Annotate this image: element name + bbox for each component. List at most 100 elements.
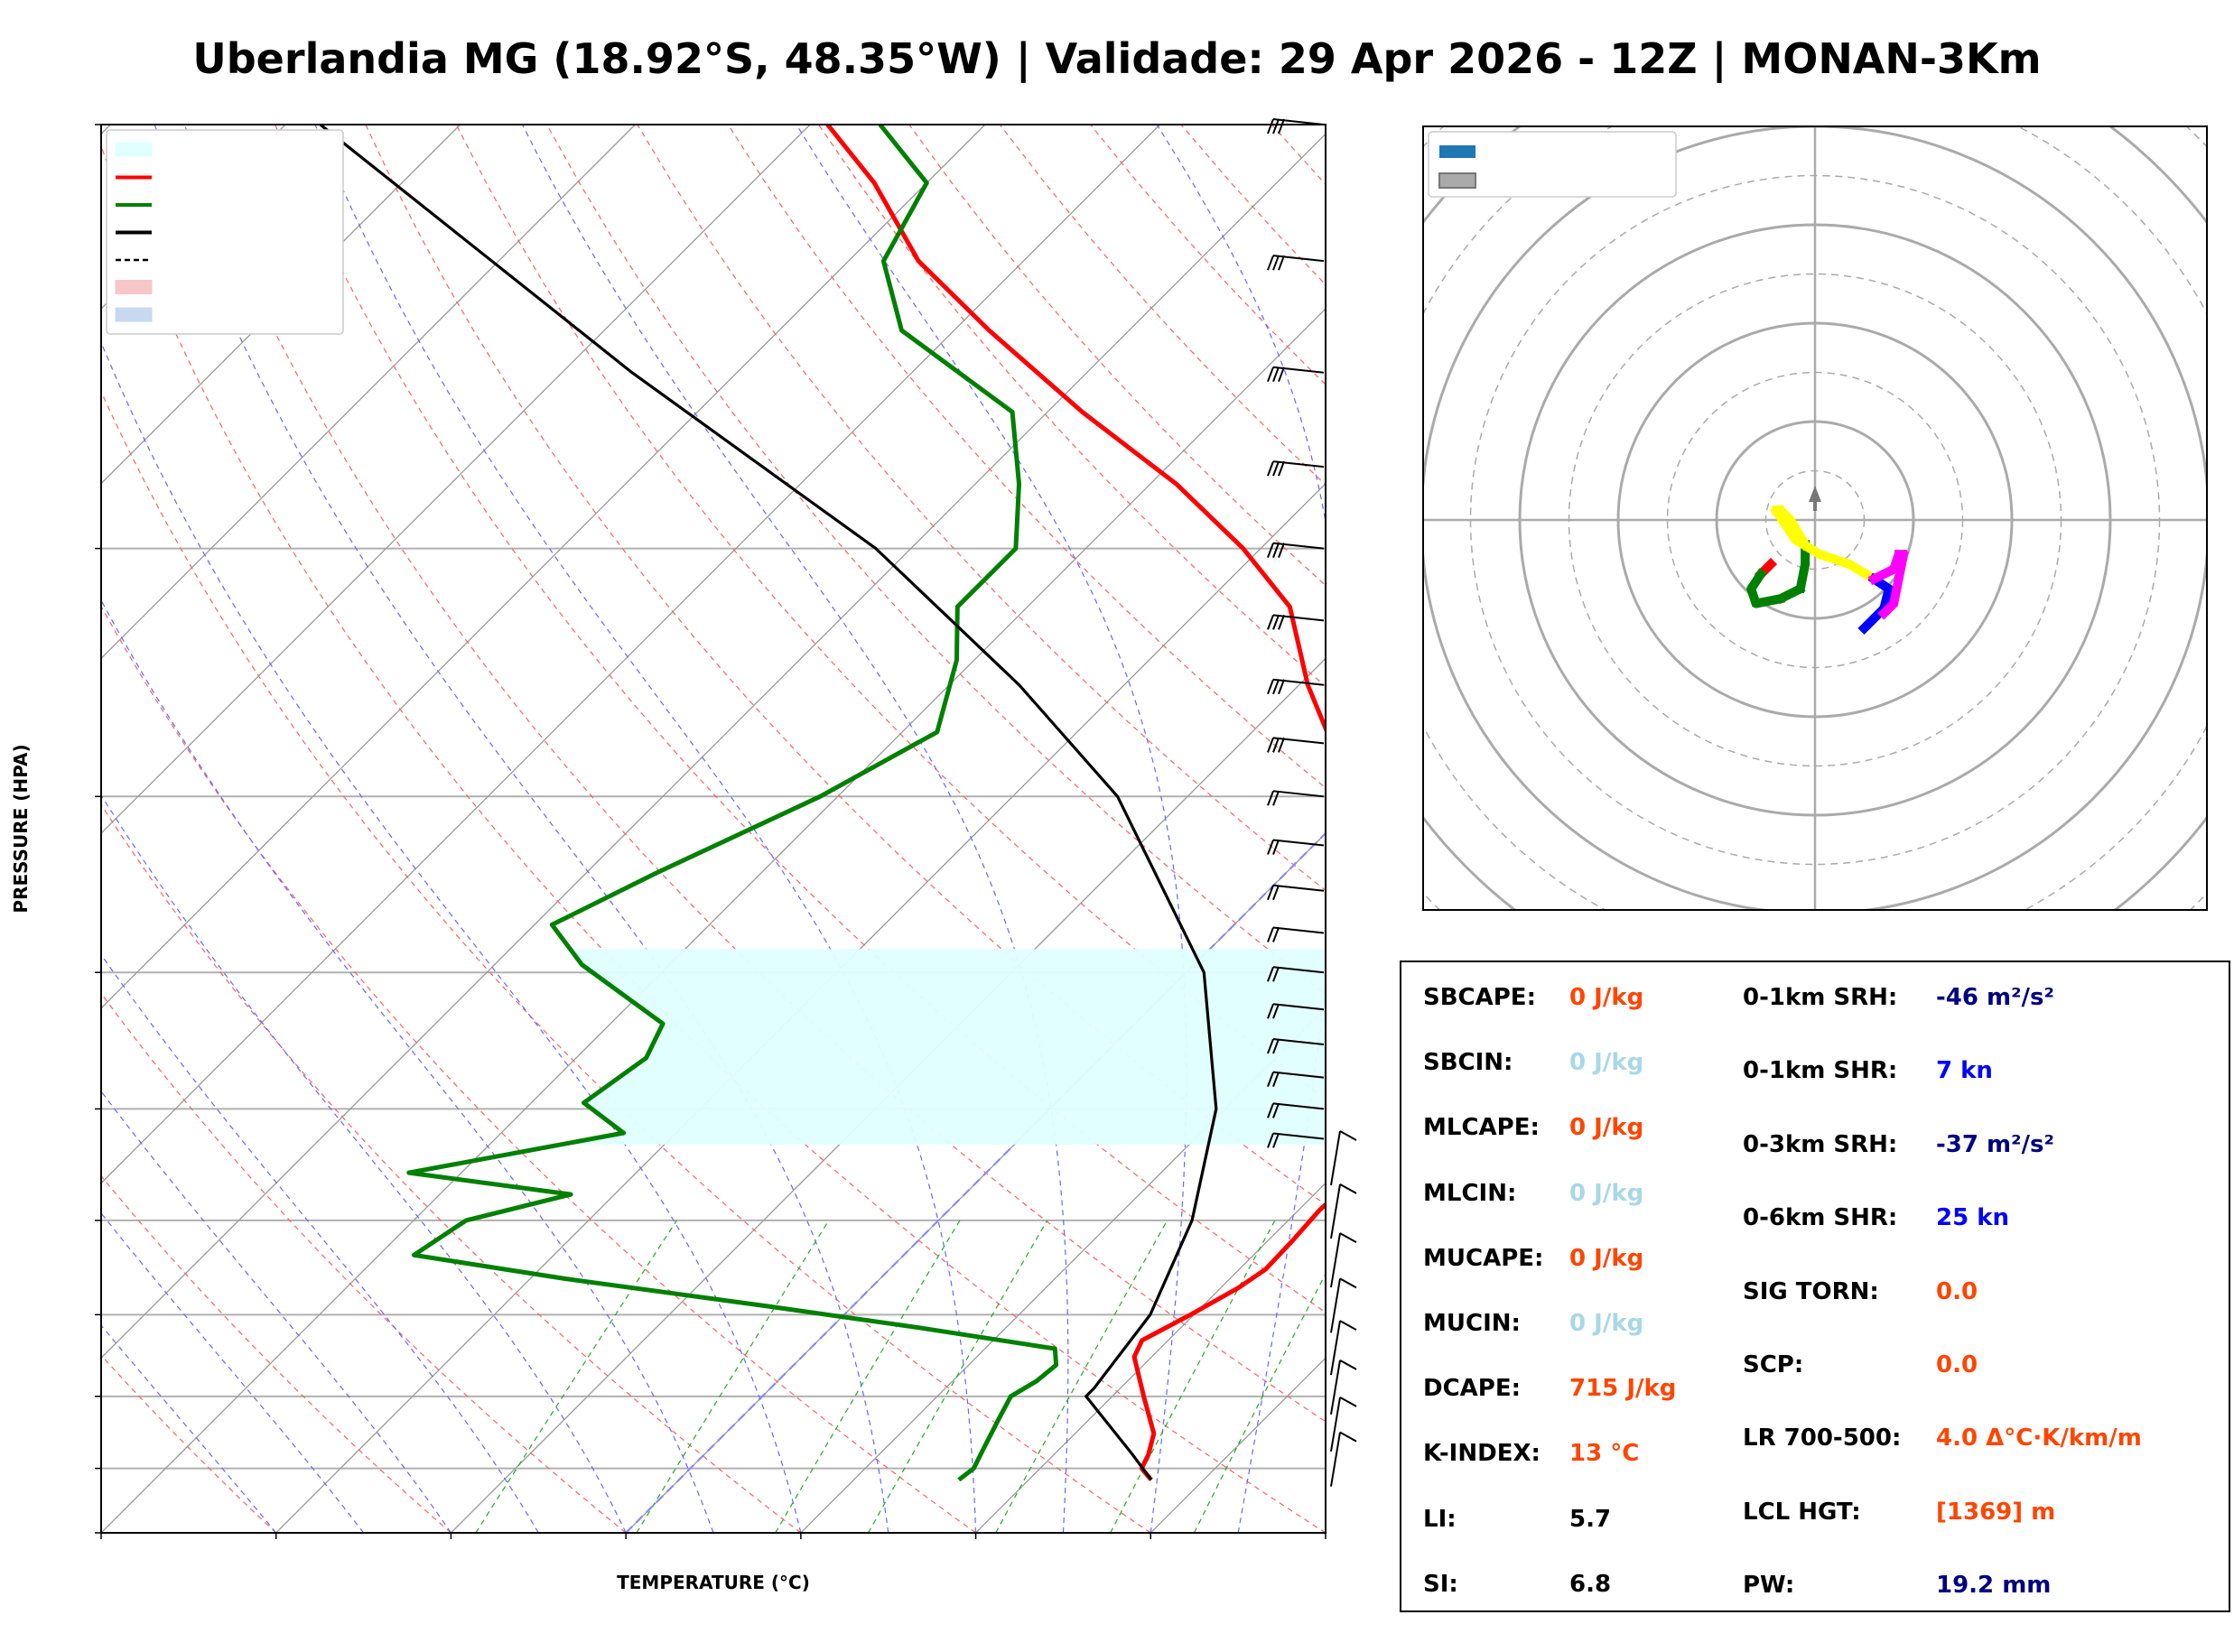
wind-barb: [1330, 1130, 1357, 1186]
moist-adiabat-line: [314, 125, 977, 1533]
wind-barb-staff: [1272, 255, 1325, 263]
wind-barb-flag: [1267, 679, 1274, 695]
wind-barb-flag: [1272, 1072, 1280, 1087]
index-value: 4.0 Δ°C·K/km/m: [1936, 1425, 2142, 1452]
wind-barb-flag: [1267, 1072, 1274, 1087]
hodograph-segment: [1867, 550, 1909, 620]
index-label: SIG TORN:: [1743, 1277, 1879, 1305]
index-label: 0-1km SHR:: [1743, 1057, 1898, 1085]
index-value: 0 J/kg: [1569, 984, 1644, 1011]
legend-swatch: [1439, 145, 1475, 158]
wind-barb: [1330, 1397, 1357, 1452]
isotherm-line: [975, 1182, 1326, 1533]
wind-barb-staff: [1272, 118, 1325, 125]
wind-barb: [1267, 884, 1325, 901]
wind-barb-flag: [1272, 543, 1280, 558]
wind-barb-staff: [1272, 1003, 1325, 1011]
wind-barb: [1267, 255, 1325, 271]
wind-barb: [1267, 839, 1325, 855]
wind-barb-flag: [1272, 927, 1280, 942]
isotherm-line: [101, 125, 1161, 1184]
dry-adiabat-line: [101, 390, 1151, 1533]
dry-adiabat-line: [101, 1354, 277, 1533]
dry-adiabat-line: [101, 605, 976, 1533]
index-label: MLCIN:: [1423, 1179, 1517, 1207]
wind-barb-flag: [1272, 1003, 1280, 1019]
wind-barb: [1267, 614, 1325, 630]
index-label: 0-1km SRH:: [1743, 984, 1898, 1011]
wind-barb: [1267, 366, 1325, 383]
hodograph-segment: [1746, 540, 1810, 608]
hodograph-legend-box: [1428, 131, 1677, 198]
wind-barb-staff: [1330, 1320, 1341, 1376]
wind-barb-flag: [1339, 1359, 1357, 1370]
wind-barb-flag: [1267, 255, 1274, 271]
wind-barb: [1267, 1102, 1325, 1118]
index-label: MUCIN:: [1423, 1310, 1521, 1337]
legend-swatch: [115, 142, 153, 157]
wind-barb-flag: [1267, 1038, 1274, 1054]
index-value: 0 J/kg: [1569, 1049, 1644, 1077]
index-value: 0 J/kg: [1569, 1114, 1644, 1142]
moist-adiabat-line: [154, 125, 889, 1533]
wind-barb-flag: [1267, 460, 1274, 477]
legend-swatch: [115, 307, 153, 322]
index-value: 0.0: [1936, 1277, 1978, 1305]
wind-barb: [1267, 926, 1325, 942]
wind-barb-staff: [1272, 678, 1325, 686]
wind-barb-flag: [1339, 1130, 1357, 1141]
skewt-diagram: TEMPERATURE (°C) PRESSURE (HPA): [10, 118, 1357, 1593]
wind-barb-flag: [1272, 460, 1280, 477]
wind-barb-flag: [1267, 885, 1274, 901]
skewt-frame: [100, 124, 1326, 1534]
index-value: 715 J/kg: [1569, 1375, 1677, 1403]
wind-barb-flag: [1267, 790, 1274, 806]
mixing-ratio-line: [775, 1220, 961, 1533]
x-axis-label: TEMPERATURE (°C): [617, 1572, 810, 1593]
wind-barb-flag: [1267, 1133, 1274, 1148]
wind-barb-flag: [1278, 255, 1285, 271]
wind-barb: [1267, 1038, 1325, 1054]
wind-barb: [1267, 1003, 1325, 1019]
wind-barb-flag: [1267, 966, 1274, 982]
index-value: -46 m²/s²: [1936, 984, 2054, 1011]
wind-barb-flag: [1272, 118, 1280, 135]
index-label: SCP:: [1743, 1351, 1804, 1378]
wind-barb-staff: [1272, 926, 1325, 934]
wind-barb-flag: [1272, 615, 1280, 630]
wind-barb-flag: [1278, 118, 1285, 135]
legend-swatch: [1438, 172, 1476, 189]
wind-barb-flag: [1272, 966, 1280, 982]
wind-barb-staff: [1272, 1038, 1325, 1046]
wind-barb-flag: [1278, 615, 1285, 630]
hail-growth-zone: [562, 949, 1326, 1145]
isotherm-line: [275, 482, 1326, 1533]
wind-barb-staff: [1330, 1183, 1341, 1239]
wind-barb-flag: [1272, 790, 1280, 806]
index-value: 7 kn: [1936, 1057, 1993, 1085]
hodograph: [1224, 0, 2234, 957]
index-value: 5.7: [1569, 1505, 1612, 1533]
wind-barb-flag: [1272, 840, 1280, 855]
moist-adiabat-line: [101, 953, 539, 1533]
legend-swatch: [115, 280, 153, 294]
moist-adiabat-line: [1156, 125, 1326, 1533]
sb-parcel-path-line: [319, 125, 1218, 1481]
index-label: SBCAPE:: [1423, 984, 1536, 1011]
mixing-ratio-line: [1110, 1220, 1276, 1533]
hodograph-ring: [1224, 0, 2234, 957]
wind-barb: [1267, 118, 1325, 135]
wind-barb-staff: [1330, 1397, 1341, 1452]
wind-barb: [1267, 460, 1325, 477]
wind-barb-staff: [1272, 542, 1325, 550]
dry-adiabat-line: [727, 125, 1326, 789]
dry-adiabat-line: [818, 125, 1326, 688]
wind-barb: [1330, 1232, 1357, 1288]
moist-adiabat-line: [101, 1090, 451, 1533]
wind-barb-flag: [1267, 927, 1274, 942]
wind-barb: [1267, 790, 1325, 806]
moist-adiabat-line: [101, 794, 627, 1533]
dry-adiabat-line: [183, 125, 1326, 1423]
wind-barb-staff: [1272, 1102, 1325, 1110]
wind-barb-flag: [1267, 1103, 1274, 1118]
